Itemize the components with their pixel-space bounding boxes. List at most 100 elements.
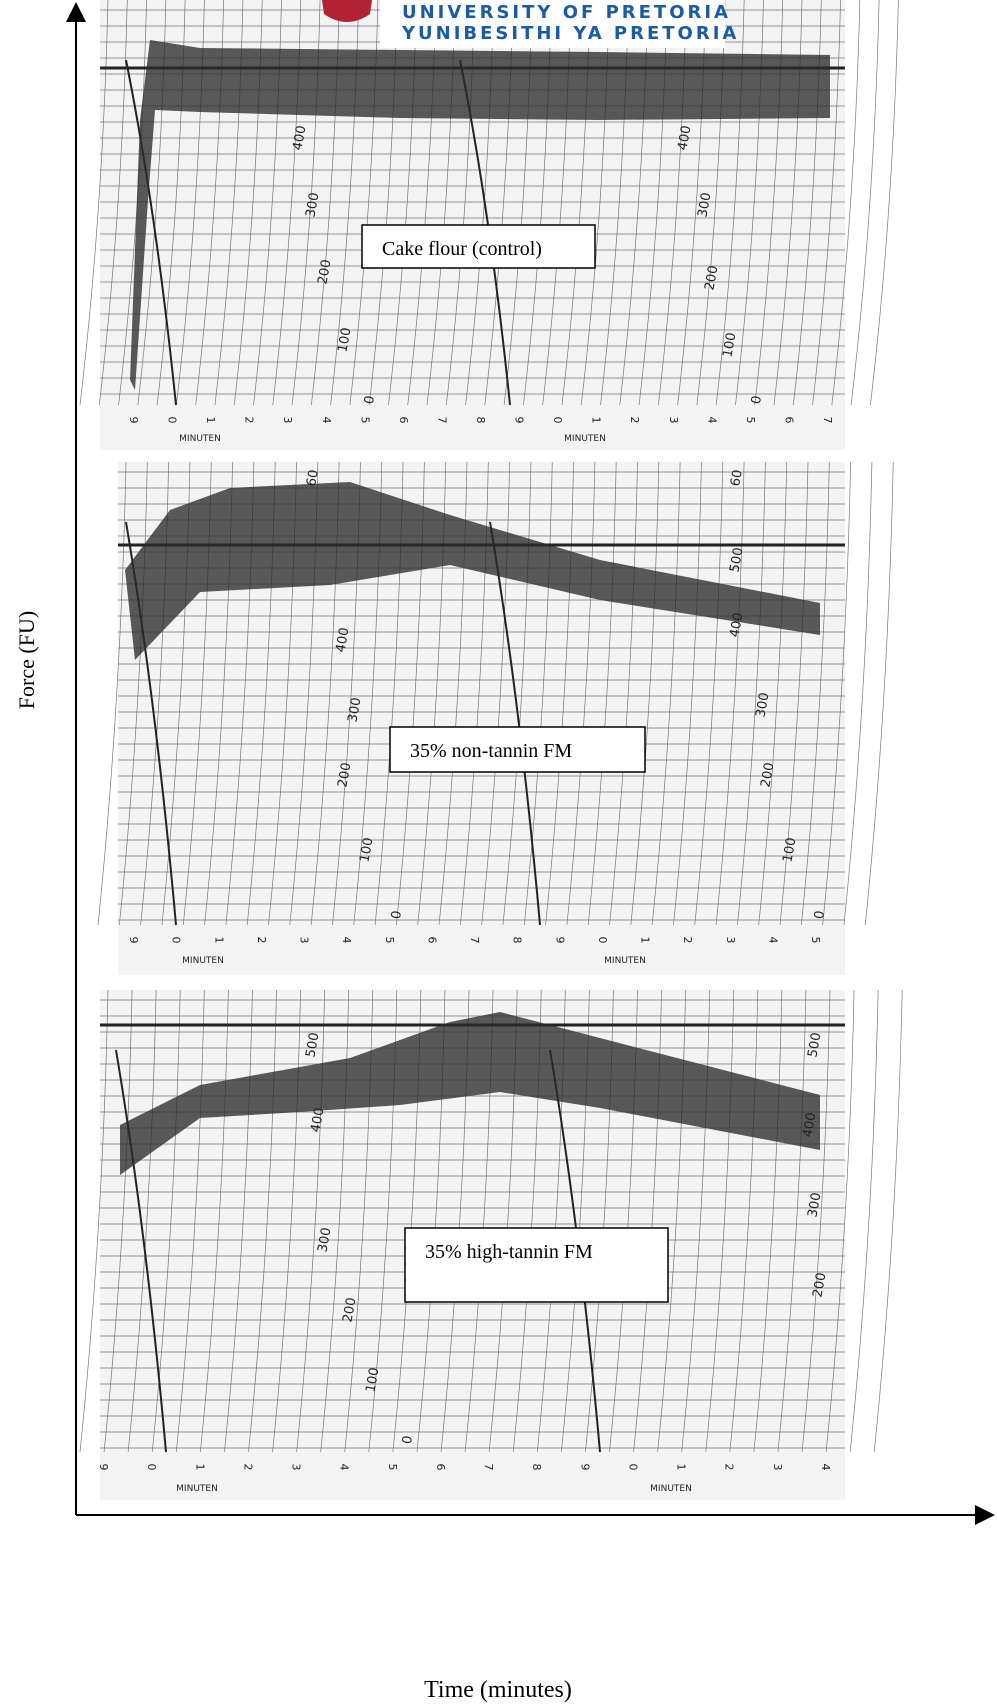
force-label: 200 <box>758 761 777 788</box>
force-label: 500 <box>805 1031 824 1058</box>
unit-label: MINUTEN <box>604 956 646 966</box>
paper-grid-curve <box>127 989 157 1453</box>
force-label: 60 <box>304 469 322 488</box>
minute-label: 6 <box>397 417 410 424</box>
force-label: 400 <box>800 1111 819 1138</box>
paper-grid-curve <box>657 989 686 1453</box>
force-label: 400 <box>727 611 746 638</box>
paper-grid-curve <box>79 989 109 1453</box>
paper-grid-curve <box>502 461 532 926</box>
force-label: 0 <box>749 395 765 406</box>
minute-label: 5 <box>386 1464 399 1471</box>
minute-label: 5 <box>358 417 371 424</box>
minute-label: 0 <box>596 937 609 944</box>
minute-label: 9 <box>578 1464 591 1471</box>
paper-grid-curve <box>873 989 903 1453</box>
force-label: 400 <box>675 124 694 151</box>
minute-label: 5 <box>383 937 396 944</box>
force-label: 0 <box>362 395 378 406</box>
paper-grid-curve <box>97 461 127 926</box>
minute-label: 2 <box>255 937 268 944</box>
unit-label: MINUTEN <box>182 956 224 966</box>
minute-label: 1 <box>193 1464 206 1471</box>
paper-grid-curve <box>118 461 148 926</box>
minute-label: 2 <box>241 1464 254 1471</box>
farinograph-trace <box>130 40 830 390</box>
minute-label: 0 <box>166 417 179 424</box>
paper-grid-curve <box>681 989 711 1453</box>
paper-grid-curve <box>870 0 899 406</box>
unit-label: MINUTEN <box>179 434 221 444</box>
minute-label: 6 <box>425 937 438 944</box>
header-line2: YUNIBESITHI YA PRETORIA <box>401 23 739 44</box>
minute-label: 7 <box>821 417 834 424</box>
paper-grid-curve <box>864 461 894 926</box>
paper-grid-curve <box>812 0 841 406</box>
paper-grid-curve <box>758 461 788 926</box>
label-box <box>404 1227 669 1303</box>
minute-label: 0 <box>551 417 564 424</box>
force-label: 60 <box>728 469 746 488</box>
minute-label: 7 <box>435 417 448 424</box>
minute-label: 0 <box>170 937 183 944</box>
minute-label: 3 <box>290 1464 303 1471</box>
minute-label: 9 <box>97 1464 110 1471</box>
paper-grid-curve <box>737 461 766 926</box>
minute-label: 1 <box>590 417 603 424</box>
minute-label: 4 <box>766 937 779 944</box>
minute-label: 2 <box>723 1464 736 1471</box>
paper-grid-curve <box>523 461 553 926</box>
force-label: 300 <box>753 691 772 718</box>
force-label: 500 <box>727 546 746 573</box>
minute-label: 9 <box>553 937 566 944</box>
minute-label: 6 <box>434 1464 447 1471</box>
minute-label: 1 <box>675 1464 688 1471</box>
minute-label: 0 <box>626 1464 639 1471</box>
minute-label: 4 <box>320 417 333 424</box>
paper-grid-curve <box>779 461 809 926</box>
farinograph-trace <box>125 482 820 660</box>
minute-label: 1 <box>212 937 225 944</box>
paper-grid-curve <box>729 989 759 1453</box>
force-label: 400 <box>308 1106 327 1133</box>
paper-grid-curve <box>753 989 783 1453</box>
minute-label: 1 <box>639 937 652 944</box>
paper-grid-major <box>115 1049 167 1453</box>
force-label: 300 <box>345 696 364 723</box>
paper-grid-curve <box>320 989 350 1453</box>
minute-label: 8 <box>530 1464 543 1471</box>
paper-grid-curve <box>777 989 807 1453</box>
force-label: 200 <box>340 1296 359 1323</box>
paper-grid-curve <box>79 0 109 406</box>
force-label: 300 <box>315 1226 334 1253</box>
minute-label: 4 <box>705 417 718 424</box>
force-label: 400 <box>290 124 309 151</box>
paper-grid-curve <box>587 461 617 926</box>
paper-grid-curve <box>801 989 831 1453</box>
unit-label: MINUTEN <box>650 1484 692 1494</box>
x-axis-label: Time (minutes) <box>424 1677 572 1703</box>
paper-grid-curve <box>248 989 277 1453</box>
paper-grid-curve <box>199 989 229 1453</box>
minute-label: 5 <box>744 417 757 424</box>
minute-label: 3 <box>724 937 737 944</box>
minute-label: 8 <box>511 937 524 944</box>
minute-label: 2 <box>628 417 641 424</box>
minute-label: 8 <box>474 417 487 424</box>
paper-grid-curve <box>630 461 660 926</box>
logo <box>322 0 372 22</box>
force-label: 100 <box>780 836 799 863</box>
paper-grid-curve <box>151 989 181 1453</box>
minute-label: 4 <box>338 1464 351 1471</box>
minute-label: 3 <box>667 417 680 424</box>
minute-label: 5 <box>809 937 822 944</box>
force-label: 100 <box>363 1366 382 1393</box>
minute-label: 2 <box>681 937 694 944</box>
paper-grid-curve <box>843 461 873 926</box>
force-label: 300 <box>805 1191 824 1218</box>
minute-label: 3 <box>771 1464 784 1471</box>
minute-label: 4 <box>819 1464 832 1471</box>
force-label: 300 <box>303 191 322 218</box>
paper-grid-curve <box>715 461 745 926</box>
force-label: 400 <box>333 626 352 653</box>
